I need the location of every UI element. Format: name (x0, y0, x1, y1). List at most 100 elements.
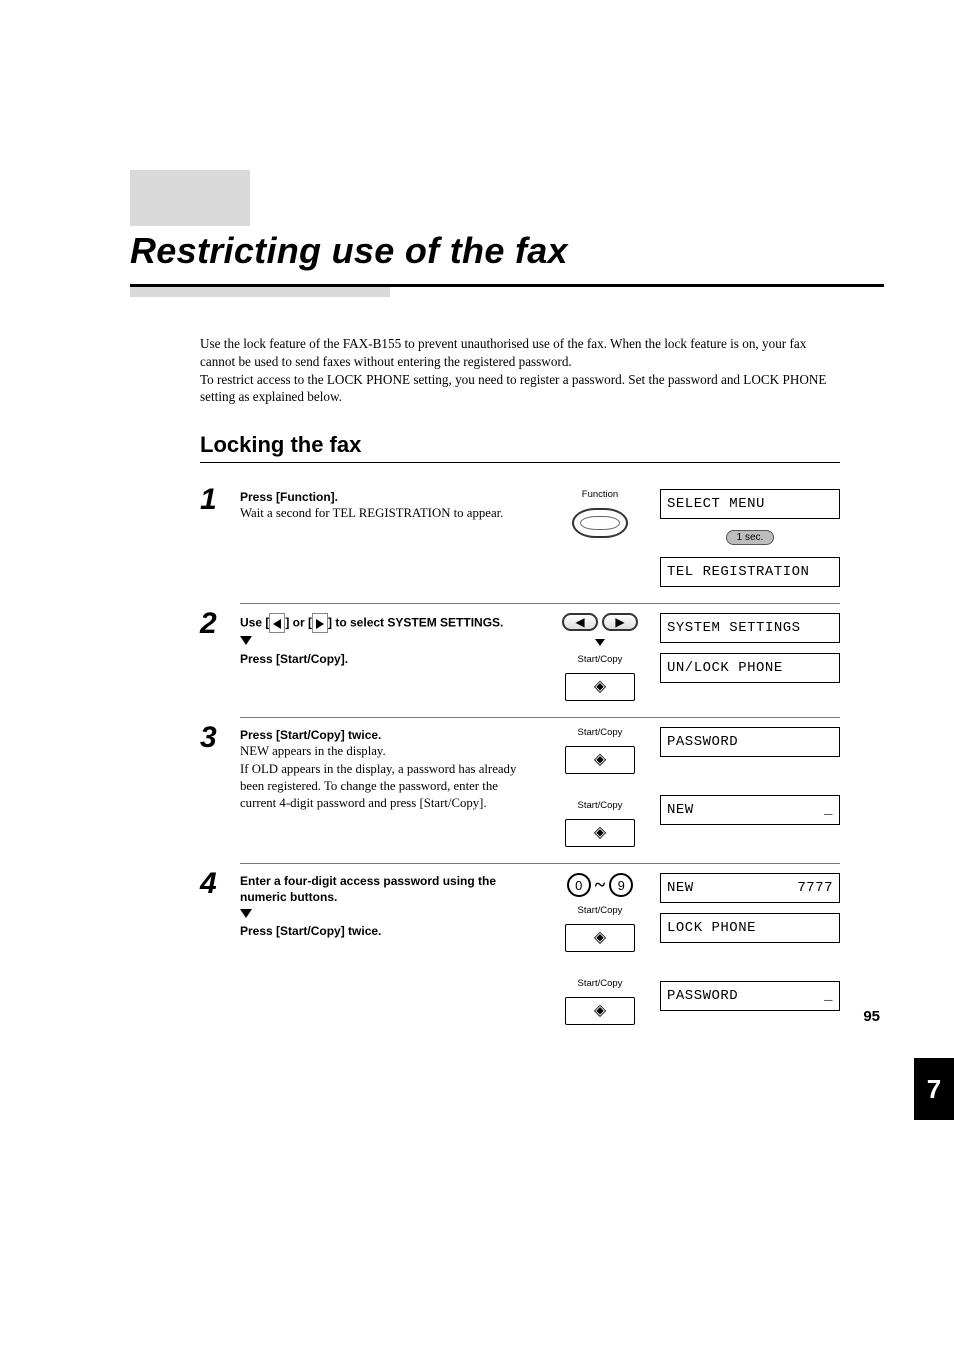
step-instruction-bold: Enter a four-digit access password using… (240, 873, 520, 905)
step-rule (240, 603, 840, 604)
intro-paragraph: Use the lock feature of the FAX-B155 to … (200, 335, 840, 406)
lcd-display: LOCK PHONE (660, 913, 840, 943)
step-rule (240, 717, 840, 718)
step: 1Press [Function].Wait a second for TEL … (200, 479, 840, 587)
button-label: Start/Copy (578, 905, 623, 916)
step: 3Press [Start/Copy] twice.NEW appears in… (200, 717, 840, 847)
header-grey-box (130, 170, 250, 226)
numeric-keys-icon: 0~9 (567, 873, 633, 897)
lcd-text-left: PASSWORD (667, 734, 738, 750)
lcd-text-left: SELECT MENU (667, 496, 765, 512)
lcd-text-left: NEW (667, 880, 694, 896)
spacer (660, 953, 840, 971)
timing-pill: 1 sec. (726, 530, 775, 545)
step-icons-column: ◀▶Start/Copy◈ (540, 613, 660, 701)
button-label: Start/Copy (578, 978, 623, 989)
lcd-display: SELECT MENU (660, 489, 840, 519)
step-body: Use [] or [] to select SYSTEM SETTINGS. P… (240, 603, 840, 701)
spacer (660, 767, 840, 785)
start-copy-button-icon: ◈ (565, 819, 635, 847)
lcd-display: PASSWORD _ (660, 981, 840, 1011)
step-text: Press [Start/Copy] twice.NEW appears in … (240, 727, 540, 847)
left-right-buttons-icon: ◀▶ (562, 613, 638, 631)
lcd-display: NEW _ (660, 795, 840, 825)
step-rule (240, 863, 840, 864)
diamond-icon: ◈ (594, 930, 606, 946)
start-copy-button-icon: ◈ (565, 673, 635, 701)
step-instruction-bold: Press [Start/Copy] twice. (240, 727, 520, 743)
step-text: Enter a four-digit access password using… (240, 873, 540, 1025)
step-number: 1 (200, 479, 240, 587)
step-instruction-bold: Press [Start/Copy]. (240, 651, 520, 667)
step-displays-column: SELECT MENU 1 sec. TEL REGISTRATION (660, 489, 840, 587)
lcd-text-right: _ (824, 802, 833, 818)
chapter-number: 7 (927, 1074, 941, 1105)
step-instruction-bold: Press [Function]. (240, 489, 520, 505)
step-instruction-plain: NEW appears in the display. (240, 743, 520, 760)
step-icons-column: Start/Copy ◈ Start/Copy ◈ (540, 727, 660, 847)
lcd-text-right: 7777 (797, 880, 833, 896)
start-copy-button-icon: ◈ (565, 924, 635, 952)
button-label: Start/Copy (578, 654, 623, 665)
step-icons-column: Function (540, 489, 660, 587)
lcd-text-right: _ (824, 988, 833, 1004)
arrow-down-icon (240, 633, 520, 650)
right-arrow-button-icon: ▶ (602, 613, 638, 631)
step-instruction-bold: Press [Start/Copy] twice. (240, 923, 520, 939)
step-body: Enter a four-digit access password using… (240, 863, 840, 1025)
title-underline (130, 284, 884, 297)
step-icons-column: 0~9 Start/Copy ◈ Start/Copy ◈ (540, 873, 660, 1025)
intro-line-2: To restrict access to the LOCK PHONE set… (200, 371, 840, 407)
lcd-display: UN/LOCK PHONE (660, 653, 840, 683)
tilde-icon: ~ (591, 874, 609, 897)
page-number: 95 (863, 1008, 880, 1025)
start-copy-button-icon: ◈ (565, 997, 635, 1025)
manual-page: Restricting use of the fax Use the lock … (0, 0, 954, 1065)
lcd-text-left: NEW (667, 802, 694, 818)
step-text: Use [] or [] to select SYSTEM SETTINGS. P… (240, 613, 540, 701)
step-body: Press [Start/Copy] twice.NEW appears in … (240, 717, 840, 847)
arrow-down-icon (595, 639, 605, 646)
lcd-display: NEW 7777 (660, 873, 840, 903)
chevron-right-icon: ▶ (615, 616, 624, 628)
step-displays-column: PASSWORD NEW _ (660, 727, 840, 847)
num-key-0-icon: 0 (567, 873, 591, 897)
chapter-tab: 7 (914, 1058, 954, 1120)
step-number: 2 (200, 603, 240, 701)
step-instruction-plain: If OLD appears in the display, a passwor… (240, 761, 520, 813)
lcd-text-left: UN/LOCK PHONE (667, 660, 783, 676)
page-title: Restricting use of the fax (130, 230, 568, 272)
left-arrow-button-icon: ◀ (562, 613, 598, 631)
lcd-text-left: PASSWORD (667, 988, 738, 1004)
step: 2Use [] or [] to select SYSTEM SETTINGS.… (200, 603, 840, 701)
timing-pill-wrap: 1 sec. (660, 527, 840, 545)
step-displays-column: SYSTEM SETTINGS UN/LOCK PHONE (660, 613, 840, 701)
step-number: 3 (200, 717, 240, 847)
underline-grey (130, 287, 390, 297)
section-heading: Locking the fax (200, 432, 884, 458)
lcd-display: TEL REGISTRATION (660, 557, 840, 587)
step: 4Enter a four-digit access password usin… (200, 863, 840, 1025)
lcd-display: SYSTEM SETTINGS (660, 613, 840, 643)
arrow-down-icon (240, 906, 520, 923)
steps-container: 1Press [Function].Wait a second for TEL … (130, 479, 884, 1025)
intro-line-1: Use the lock feature of the FAX-B155 to … (200, 335, 840, 371)
diamond-icon: ◈ (594, 679, 606, 695)
title-header: Restricting use of the fax (130, 170, 884, 297)
step-number: 4 (200, 863, 240, 1025)
button-label: Start/Copy (578, 727, 623, 738)
diamond-icon: ◈ (594, 825, 606, 841)
num-key-9-icon: 9 (609, 873, 633, 897)
step-text: Press [Function].Wait a second for TEL R… (240, 489, 540, 587)
diamond-icon: ◈ (594, 1003, 606, 1019)
triangle-right-icon (312, 613, 328, 633)
lcd-text-left: TEL REGISTRATION (667, 564, 809, 580)
triangle-left-icon (269, 613, 285, 633)
button-label: Function (582, 489, 618, 500)
step-instruction-bold: Use [] or [] to select SYSTEM SETTINGS. (240, 613, 520, 633)
chevron-left-icon: ◀ (575, 616, 584, 628)
lcd-text-left: SYSTEM SETTINGS (667, 620, 801, 636)
diamond-icon: ◈ (594, 752, 606, 768)
step-instruction-plain: Wait a second for TEL REGISTRATION to ap… (240, 505, 520, 522)
button-label: Start/Copy (578, 800, 623, 811)
